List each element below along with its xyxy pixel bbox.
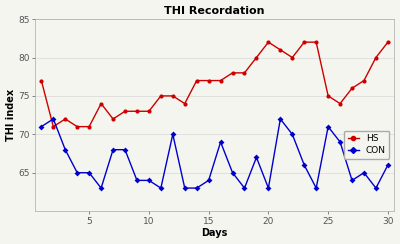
HS (254, 56, 259, 59)
CON (194, 187, 199, 190)
CON (386, 163, 390, 166)
CON (39, 125, 44, 128)
CON (75, 171, 80, 174)
CON (134, 179, 139, 182)
HS (230, 71, 235, 74)
HS (63, 118, 68, 121)
HS (314, 41, 318, 44)
HS (302, 41, 307, 44)
CON (290, 133, 295, 136)
HS (206, 79, 211, 82)
CON (302, 163, 307, 166)
HS (290, 56, 295, 59)
CON (362, 171, 366, 174)
Line: CON: CON (39, 117, 390, 190)
CON (146, 179, 151, 182)
HS (146, 110, 151, 113)
HS (170, 94, 175, 97)
CON (278, 118, 283, 121)
CON (99, 187, 104, 190)
HS (266, 41, 271, 44)
HS (111, 118, 116, 121)
HS (158, 94, 163, 97)
HS (194, 79, 199, 82)
HS (362, 79, 366, 82)
HS (218, 79, 223, 82)
CON (158, 187, 163, 190)
CON (111, 148, 116, 151)
CON (254, 156, 259, 159)
CON (242, 187, 247, 190)
HS (123, 110, 128, 113)
HS (326, 94, 330, 97)
CON (123, 148, 128, 151)
HS (134, 110, 139, 113)
CON (326, 125, 330, 128)
HS (242, 71, 247, 74)
CON (170, 133, 175, 136)
CON (87, 171, 92, 174)
HS (386, 41, 390, 44)
Legend: HS, CON: HS, CON (344, 131, 389, 159)
CON (51, 118, 56, 121)
HS (51, 125, 56, 128)
HS (338, 102, 342, 105)
CON (230, 171, 235, 174)
HS (75, 125, 80, 128)
CON (374, 187, 378, 190)
X-axis label: Days: Days (202, 228, 228, 238)
HS (350, 87, 354, 90)
Y-axis label: THI index: THI index (6, 89, 16, 141)
HS (182, 102, 187, 105)
Title: THI Recordation: THI Recordation (164, 6, 265, 16)
CON (266, 187, 271, 190)
Line: HS: HS (39, 40, 390, 129)
CON (314, 187, 318, 190)
HS (374, 56, 378, 59)
CON (338, 141, 342, 143)
CON (206, 179, 211, 182)
CON (63, 148, 68, 151)
HS (278, 48, 283, 51)
CON (350, 179, 354, 182)
HS (39, 79, 44, 82)
CON (218, 141, 223, 143)
HS (99, 102, 104, 105)
HS (87, 125, 92, 128)
CON (182, 187, 187, 190)
